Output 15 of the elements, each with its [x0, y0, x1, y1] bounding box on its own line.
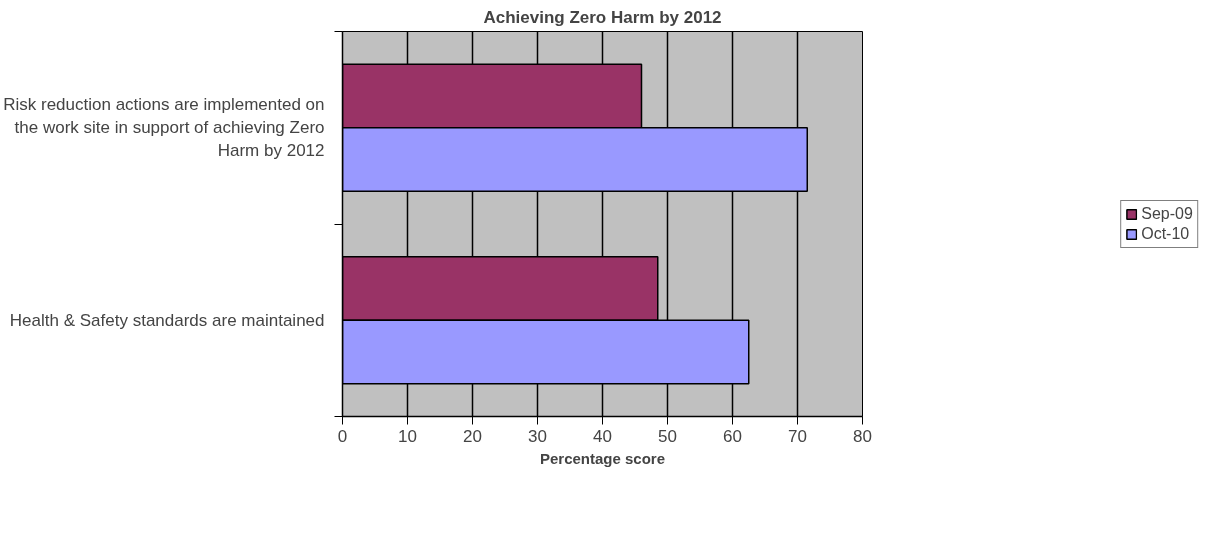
x-tick-label: 60 [723, 426, 742, 446]
x-tick-label: 70 [788, 426, 807, 446]
x-tick-label: 40 [593, 426, 612, 446]
chart-title: Achieving Zero Harm by 2012 [483, 7, 722, 27]
y-tick-label: Risk reduction actions are implemented on the work site in support of achieving Zero Harm by 2012 [3, 95, 325, 161]
x-axis-title: Percentage score [539, 449, 666, 467]
x-tick-label: 80 [853, 426, 872, 446]
legend-label: Sep-09 [1141, 204, 1193, 223]
x-tick-label: 20 [463, 426, 482, 446]
x-tick-label: 10 [398, 426, 417, 446]
x-tick-label: 50 [658, 426, 677, 446]
y-tick-label: Health & Safety standards are maintained [9, 310, 325, 330]
x-tick-label: 0 [337, 426, 348, 446]
legend-label: Oct-10 [1141, 224, 1190, 243]
x-tick-label: 30 [528, 426, 547, 446]
